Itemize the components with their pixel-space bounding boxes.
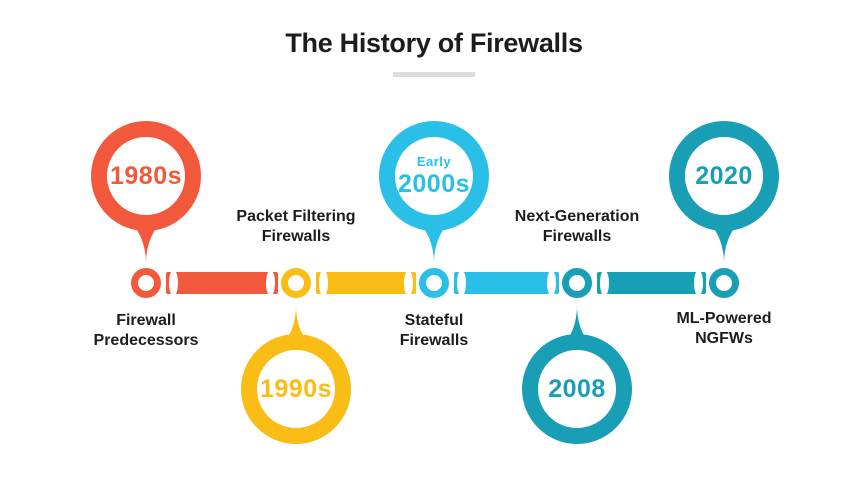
balloon-tail [268,305,324,357]
timeline-segment-2 [316,270,416,296]
segment-notch [404,270,413,296]
title-underline [393,72,475,77]
year-bubble-1990s: 1990s [241,334,351,444]
year-bubble-2008: 2008 [522,334,632,444]
year-text: 2008 [548,374,606,403]
balloon-tail [406,212,462,264]
label-ml-powered-ngfws: ML-Powered NGFWs [676,310,772,348]
segment-notch [694,270,703,296]
year-bubble-2020: 2020 [669,121,779,231]
year-text: 1990s [259,374,333,403]
segment-notch [319,270,328,296]
year-text: 2020 [695,161,753,190]
year-prefix-text: Early [416,154,452,169]
timeline-segment-3 [454,270,559,296]
segment-notch [266,270,275,296]
label-next-generation-firewalls: Next-Generation Firewalls [514,208,640,246]
segment-notch [547,270,556,296]
label-stateful-firewalls: Stateful Firewalls [399,312,469,350]
timeline-node-1990s [281,268,311,298]
segment-notch [600,270,609,296]
segment-notch [169,270,178,296]
segment-notch [457,270,466,296]
balloon-tail [118,212,174,264]
timeline-node-2020 [709,268,739,298]
year-text: 1980s [109,161,183,190]
timeline-node-2000s [419,268,449,298]
balloon-tail [696,212,752,264]
balloon-tail [549,305,605,357]
timeline-segment-4 [597,270,706,296]
year-bubble-1980s: 1980s [91,121,201,231]
year-bubble-2000s: Early 2000s [379,121,489,231]
label-firewall-predecessors: Firewall Predecessors [93,312,199,350]
timeline-segment-1 [166,270,278,296]
timeline-node-1980s [131,268,161,298]
page-title: The History of Firewalls [285,28,583,58]
year-text: 2000s [397,170,471,198]
label-packet-filtering-firewalls: Packet Filtering Firewalls [236,208,356,246]
timeline-node-2008 [562,268,592,298]
